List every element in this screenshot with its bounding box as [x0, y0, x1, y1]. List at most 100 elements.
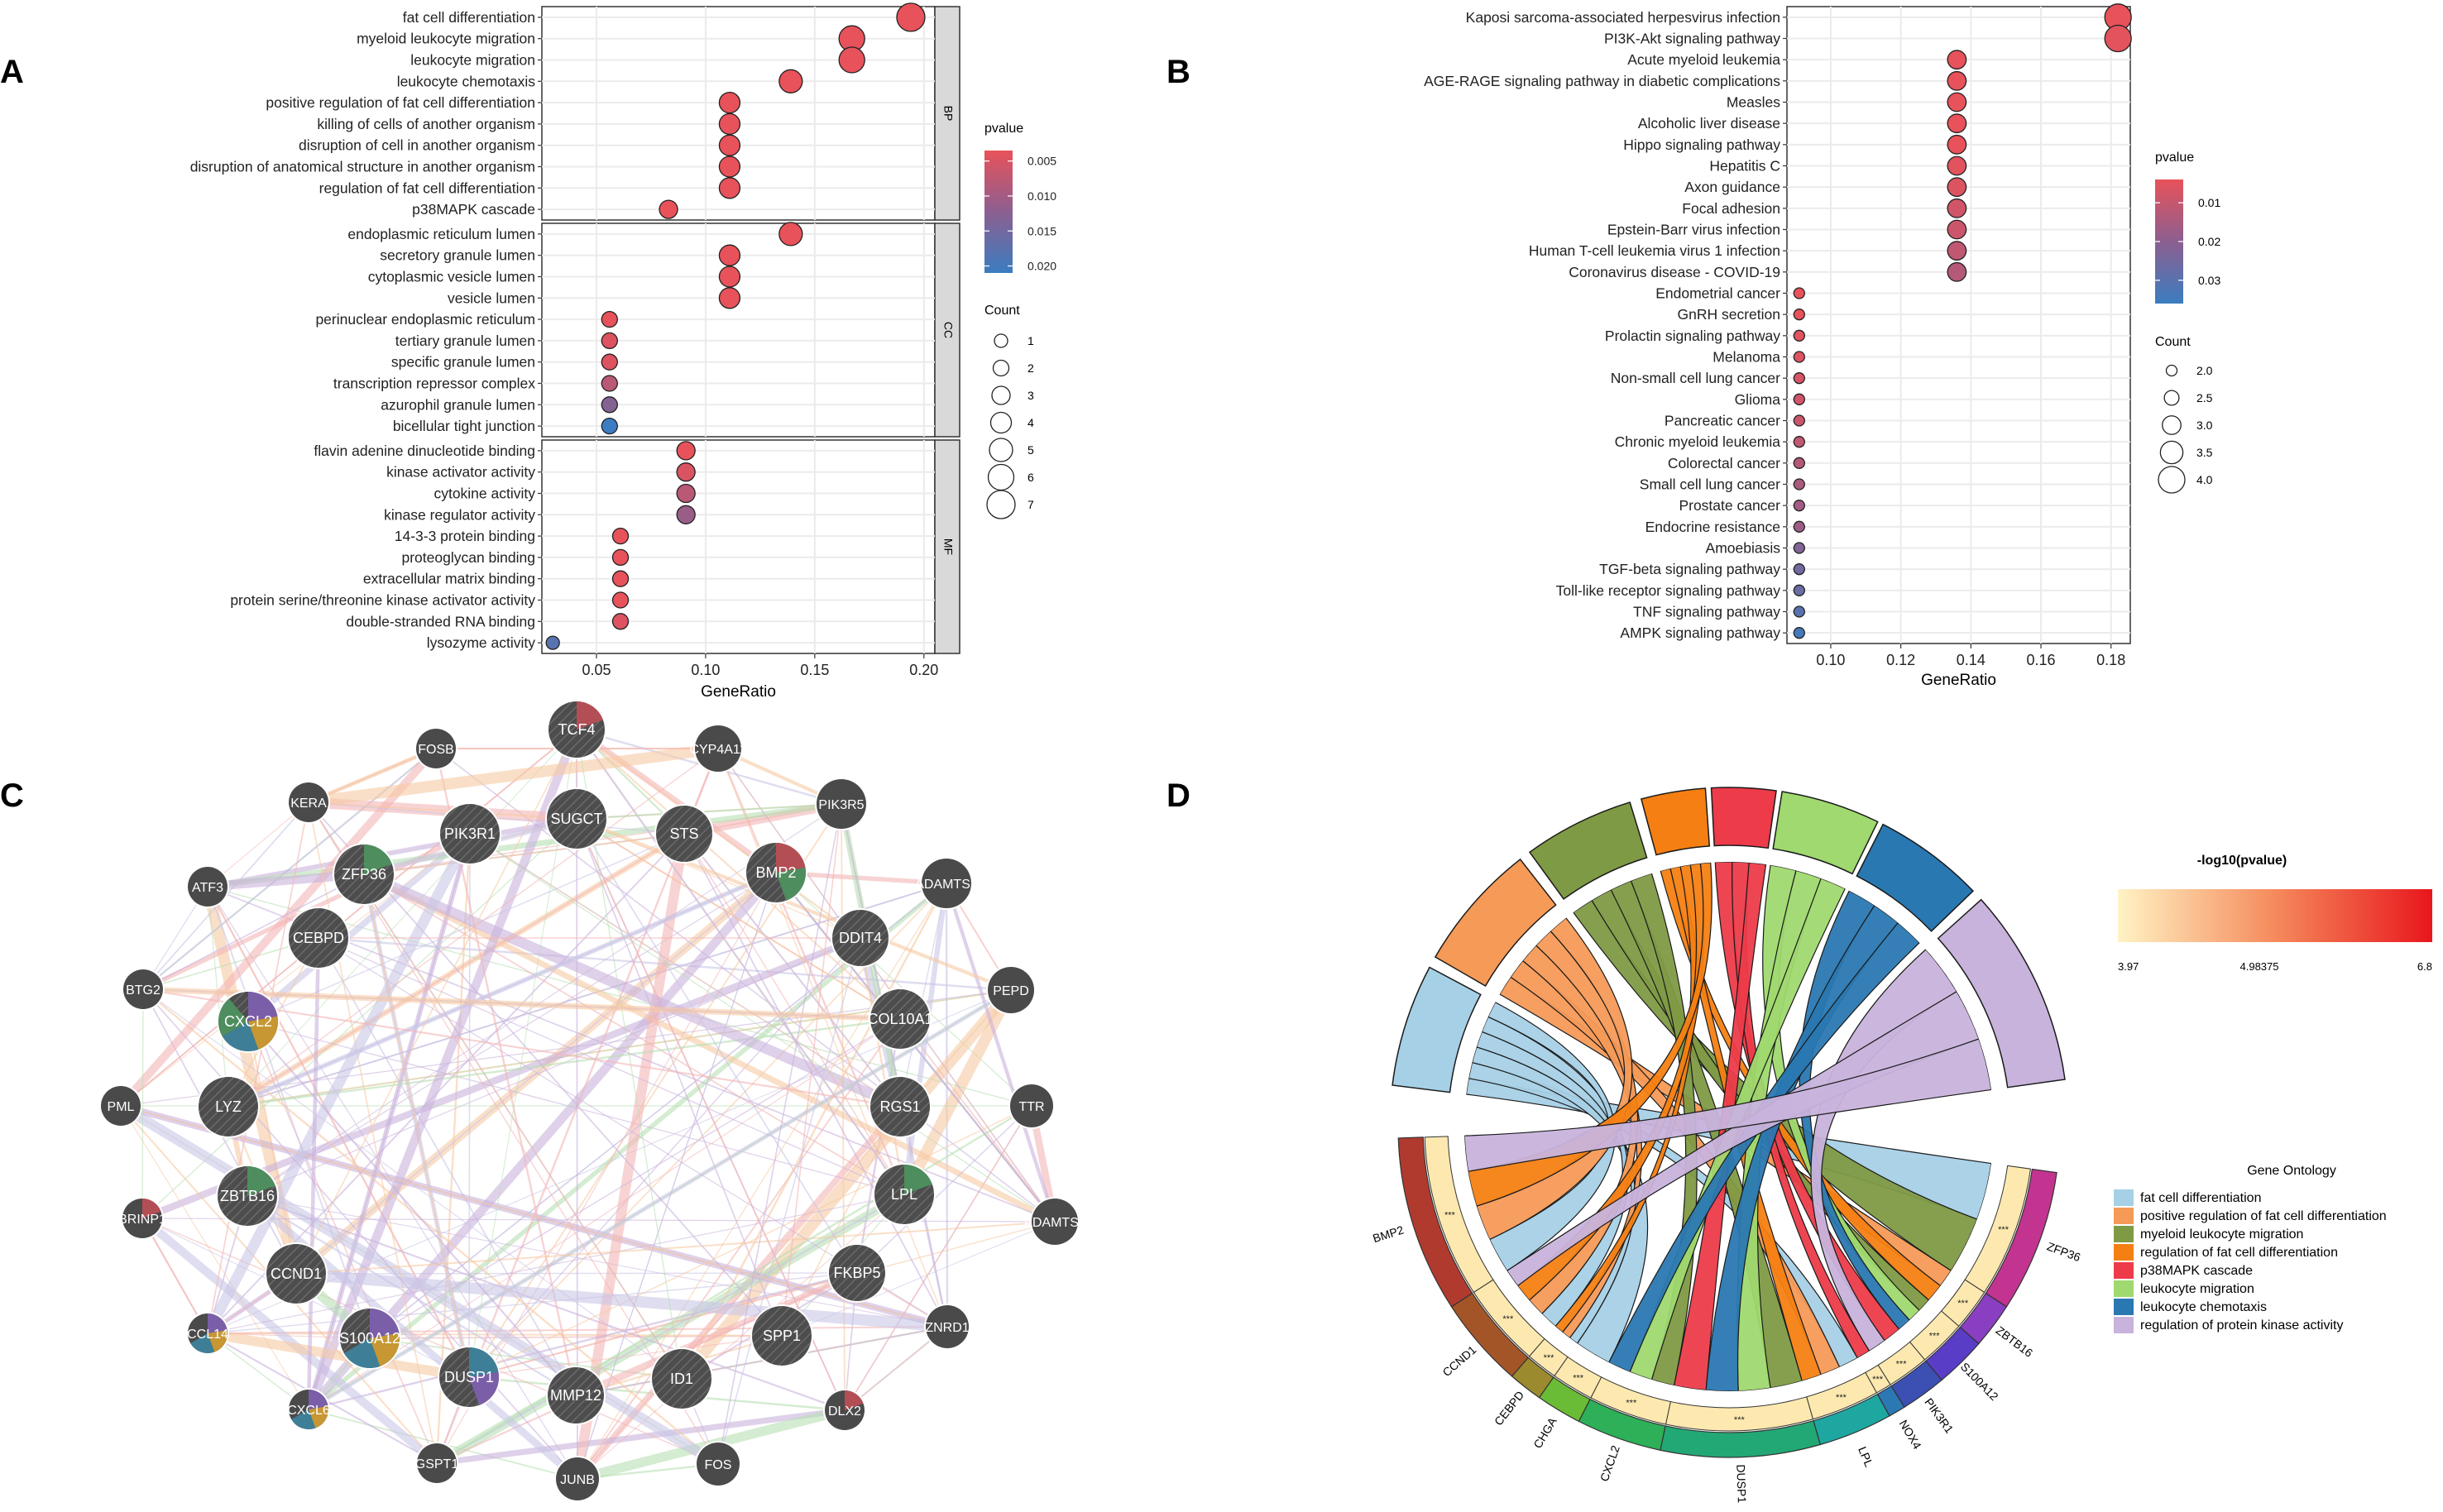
network-node-lpl: LPL: [873, 1163, 936, 1226]
node-label: ADAMTS4: [1023, 1216, 1086, 1230]
node-slice: [222, 1022, 259, 1051]
panel-c-gene-network: TCF4 CYP4A11 FOSB PIK3R1 SUGCT STS PIK3R5 KERA Z…: [99, 700, 1086, 1502]
go-legend-swatch: [2114, 1299, 2134, 1315]
legend-count-label: 6: [1027, 471, 1034, 484]
network-node-dlx2: DLX2: [823, 1389, 866, 1432]
chord-ribbon: [1487, 1001, 1616, 1272]
network-node-cyp4a11: CYP4A11: [689, 724, 747, 773]
dot: [676, 462, 696, 482]
dot: [718, 177, 741, 199]
term-sector: [1772, 791, 1879, 875]
network-edge: [576, 729, 901, 1020]
network-edge: [227, 870, 778, 1109]
term-label: Focal adhesion: [1682, 200, 1780, 217]
significance-stars: ***: [1544, 1353, 1555, 1363]
network-edge: [308, 801, 577, 820]
network-edge: [318, 937, 577, 1396]
network-edge: [207, 1194, 905, 1334]
go-legend-label: regulation of fat cell differentiation: [2140, 1246, 2338, 1260]
term-label: cytoplasmic vesicle lumen: [368, 269, 535, 285]
node-label: DDIT4: [839, 930, 882, 946]
node-label: RGS1: [879, 1098, 920, 1115]
dot: [1793, 520, 1805, 533]
legend-count-label: 2.0: [2196, 364, 2213, 377]
network-node-ddit4: DDIT4: [831, 908, 890, 968]
network-edge: [468, 1335, 783, 1378]
scale-title: -log10(pvalue): [2197, 854, 2287, 868]
legend-count-label: 4.0: [2196, 473, 2213, 486]
node-disc: [870, 1077, 930, 1136]
node-slice: [248, 1016, 278, 1050]
term-label: fat cell differentiation: [403, 9, 535, 26]
tick-label-x: 0.10: [691, 662, 720, 678]
node-disc: [199, 1077, 258, 1136]
panel-d-chord-diagram: ***ZFP36***ZBTB16***S100A12***PIK3R1***N…: [1371, 787, 2432, 1504]
network-edge: [899, 883, 947, 1108]
network-edge: [247, 1195, 577, 1396]
network-edge: [120, 833, 471, 1107]
dot: [718, 134, 741, 156]
network-edge: [207, 816, 577, 889]
node-label: MMP12: [550, 1387, 601, 1404]
node-slice: [370, 1309, 400, 1338]
dot: [718, 156, 741, 178]
node-slice: [208, 1329, 228, 1352]
node-label: FOS: [705, 1458, 732, 1472]
node-disc: [1032, 1199, 1078, 1245]
panel-b-kegg-dotplot: Kaposi sarcoma-associated herpesvirus in…: [1424, 3, 2220, 689]
network-edge: [576, 729, 905, 1195]
term-label: kinase regulator activity: [384, 506, 535, 523]
network-node-lyz: LYZ: [197, 1075, 260, 1138]
network-edge: [207, 801, 309, 888]
network-edge: [120, 729, 577, 1107]
node-label: CCND1: [271, 1266, 322, 1282]
network-node-s100a12: S100A12: [338, 1307, 401, 1370]
network-edge: [308, 1271, 858, 1411]
node-disc: [752, 1306, 812, 1366]
network-edge: [435, 833, 472, 1464]
term-label: Melanoma: [1712, 349, 1780, 366]
term-sector: [1392, 966, 1482, 1093]
node-disc: [416, 729, 456, 768]
legend-count-label: 7: [1027, 498, 1034, 511]
network-node-kera: KERA: [287, 781, 330, 824]
network-edge: [362, 871, 1056, 1225]
network-node-fkbp5: FKBP5: [827, 1243, 887, 1303]
network-node-fos: FOS: [695, 1441, 741, 1487]
network-edge: [577, 1462, 719, 1481]
network-node-bmp2: BMP2: [745, 841, 807, 904]
axis-title-x: GeneRatio: [1921, 672, 1996, 689]
network-edge: [318, 937, 905, 1195]
dot: [1793, 500, 1805, 512]
term-label: disruption of anatomical structure in an…: [190, 159, 535, 175]
node-disc: [289, 782, 328, 822]
panel-letter-b: B: [1166, 54, 1190, 90]
network-edge: [295, 1268, 948, 1333]
tick-label-x: 0.14: [1957, 652, 1986, 668]
chord-ribbon: [1554, 864, 1698, 1333]
network-edge: [683, 833, 901, 1108]
go-legend-label: fat cell differentiation: [2140, 1191, 2261, 1205]
dot: [718, 266, 741, 288]
gene-sector: [1397, 1136, 1473, 1308]
network-edge: [436, 1104, 1032, 1465]
network-edge: [574, 1270, 859, 1399]
axis-title-x: GeneRatio: [701, 683, 776, 701]
dot: [718, 287, 741, 309]
go-legend-label: leukocyte chemotaxis: [2140, 1300, 2267, 1314]
network-edge: [576, 818, 858, 1274]
dot: [778, 69, 803, 93]
legend-count-circle: [2159, 440, 2184, 465]
term-label: myeloid leukocyte migration: [357, 31, 535, 47]
term-label: Hepatitis C: [1709, 158, 1780, 175]
network-edge: [717, 748, 948, 1328]
scale-label: 6.8: [2417, 960, 2432, 973]
network-node-pepd: PEPD: [986, 965, 1036, 1015]
term-label: Non-small cell lung cancer: [1611, 370, 1780, 386]
term-label: endoplasmic reticulum lumen: [347, 226, 535, 242]
node-label: BMP2: [755, 864, 796, 881]
node-slice: [208, 1313, 228, 1333]
network-edge: [899, 1018, 1056, 1223]
node-label: ZFP36: [342, 866, 386, 883]
